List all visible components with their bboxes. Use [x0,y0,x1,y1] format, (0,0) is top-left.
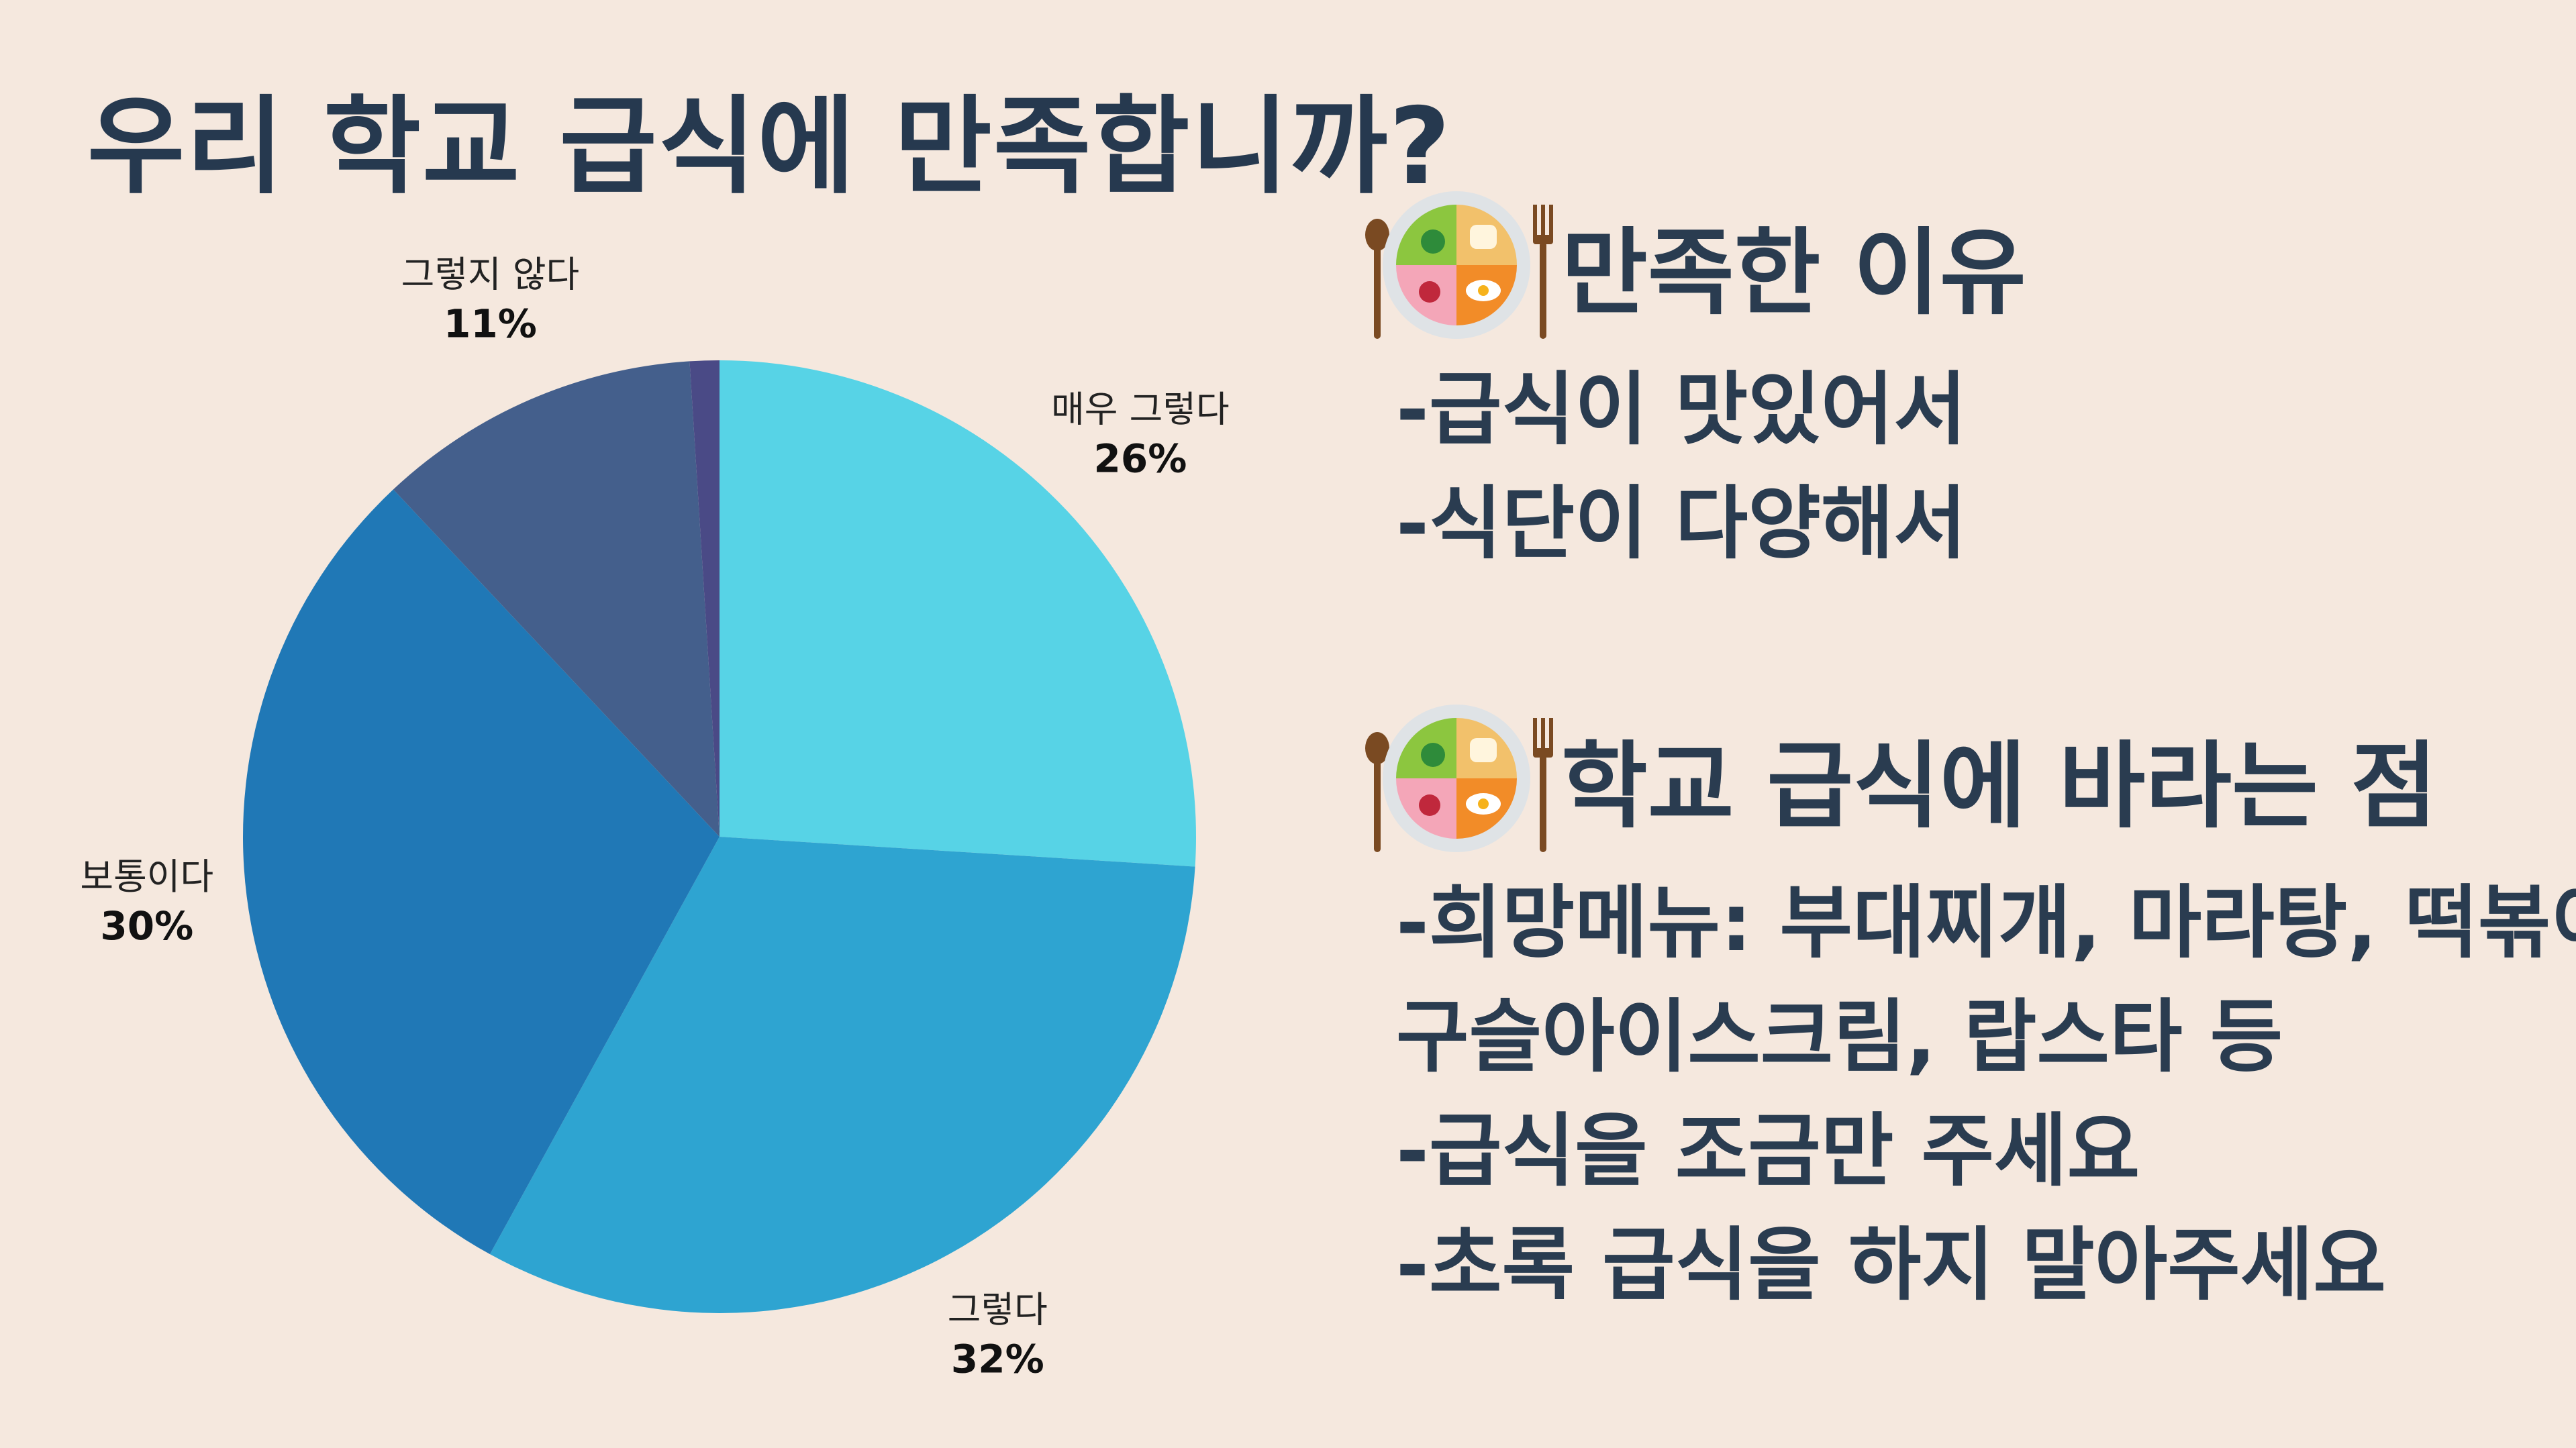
slide-title: 우리 학교 급식에 만족합니까? [87,85,1452,209]
pie-slice [393,361,720,837]
reasons-list: -급식이 맛있어서 -식단이 다양해서 [1396,352,2026,580]
slice-label: 그렇다 [948,1289,1048,1331]
list-item: -급식이 맛있어서 [1396,363,1967,456]
wishes-section: 학교 급식에 바라는 점 -희망메뉴: 부대찌개, 마라탕, 떡볶이, 구슬아이… [1356,691,2576,1322]
wishes-list: -희망메뉴: 부대찌개, 마라탕, 떡볶이, 구슬아이스크림, 랍스타 등 -급… [1396,866,2576,1322]
reasons-heading: 만족한 이유 [1561,219,2026,328]
list-item: -식단이 다양해서 [1396,477,1967,570]
list-item: -급식을 조금만 주세요 [1396,1104,2140,1197]
list-item: -희망메뉴: 부대찌개, 마라탕, 떡볶이, [1396,876,2576,969]
wishes-heading: 학교 급식에 바라는 점 [1561,732,2438,841]
slice-label: 보통이다 [80,856,213,898]
slice-value-label: 32% [951,1337,1044,1382]
slice-label: 그렇지 않다 [401,254,580,296]
list-item: -초록 급식을 하지 말아주세요 [1396,1219,2386,1311]
pie-slice [689,360,720,837]
pie-slice [720,360,1196,867]
meal-plate-icon [1365,191,1553,339]
reasons-section: 만족한 이유 -급식이 맛있어서 -식단이 다양해서 [1356,178,2026,580]
list-item: 구슬아이스크림, 랍스타 등 [1396,990,2283,1083]
slice-value-label: 30% [100,903,193,949]
slice-value-label: 11% [444,301,537,347]
pie-slice [242,489,720,1255]
reasons-heading-row: 만족한 이유 [1356,178,2026,352]
pie-slice [489,837,1195,1313]
meal-plate-icon [1365,705,1553,852]
slice-label: 매우 그렇다 [1051,388,1230,430]
wishes-heading-row: 학교 급식에 바라는 점 [1356,691,2576,866]
slice-value-label: 26% [1093,435,1187,481]
